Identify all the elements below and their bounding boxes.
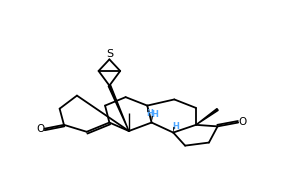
Text: H: H	[146, 109, 153, 118]
Polygon shape	[108, 85, 129, 131]
Polygon shape	[196, 109, 218, 125]
Text: H: H	[173, 122, 179, 131]
Text: O: O	[238, 117, 246, 127]
Text: H: H	[151, 110, 158, 119]
Text: O: O	[36, 124, 44, 134]
Text: S: S	[106, 49, 113, 59]
